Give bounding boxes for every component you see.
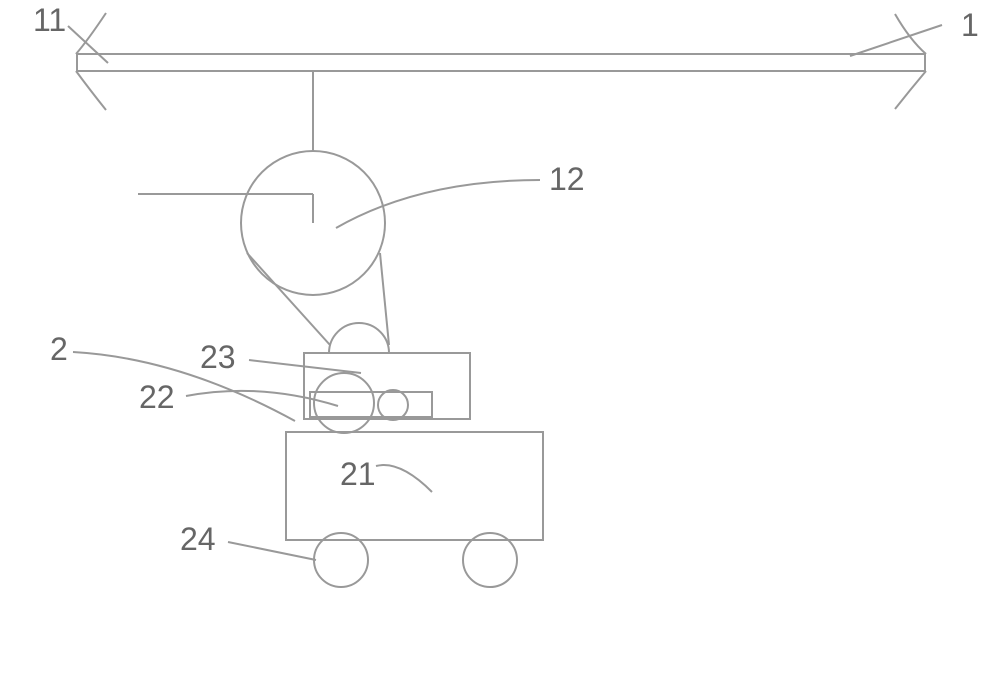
cart-body [286, 432, 543, 540]
left-break-arc-bottom [76, 71, 106, 110]
horizontal-beam [77, 54, 925, 71]
label-24: 24 [180, 521, 216, 557]
leader-11 [68, 26, 108, 63]
leader-21 [376, 465, 432, 492]
right-break-arc-top [895, 14, 926, 54]
inner-box [310, 392, 432, 417]
leader-24 [228, 542, 316, 560]
leader-1 [850, 25, 942, 56]
label-2: 2 [50, 331, 68, 367]
labels-group: 1 11 12 2 23 22 21 24 [33, 2, 979, 557]
wheel-right [463, 533, 517, 587]
inner-circle-right [378, 390, 408, 420]
engineering-diagram: 1 11 12 2 23 22 21 24 [0, 0, 1000, 691]
label-12: 12 [549, 161, 585, 197]
inner-circle-left [314, 373, 374, 433]
wheel-left [314, 533, 368, 587]
label-11: 11 [33, 2, 66, 38]
small-top-arc [329, 323, 389, 353]
tangent-left [247, 253, 330, 345]
tangent-right [380, 253, 389, 345]
leader-12 [336, 180, 540, 228]
right-break-arc-bottom [895, 71, 926, 109]
label-23: 23 [200, 339, 236, 375]
upper-box [304, 353, 470, 419]
label-21: 21 [340, 456, 376, 492]
label-22: 22 [139, 379, 175, 415]
label-1: 1 [961, 7, 979, 43]
diagram-strokes [68, 13, 942, 587]
